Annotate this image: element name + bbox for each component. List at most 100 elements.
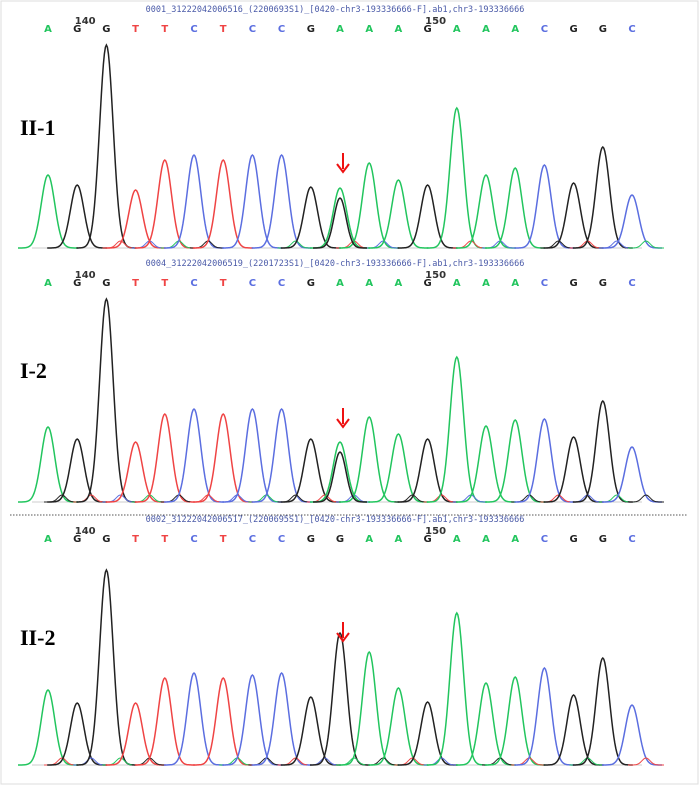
trace-peak — [543, 694, 604, 766]
base-call: G — [569, 24, 577, 35]
trace-peak — [514, 666, 575, 766]
trace-peak — [514, 417, 575, 503]
base-call: T — [161, 24, 168, 35]
base-call: G — [599, 24, 607, 35]
base-call: A — [336, 24, 344, 35]
trace-peak — [47, 438, 108, 503]
trace-peak — [18, 174, 78, 249]
position-tick: 150 — [425, 526, 446, 537]
trace-peak — [602, 446, 662, 503]
trace-peak — [18, 426, 78, 503]
noise-peak — [336, 757, 372, 766]
base-call: A — [511, 534, 519, 545]
trace-peak — [339, 415, 400, 503]
trace-peak — [105, 702, 166, 766]
position-tick: 150 — [425, 270, 446, 281]
trace-peak — [572, 656, 633, 766]
trace-peak — [280, 438, 341, 503]
trace-peak — [280, 186, 341, 249]
trace-peak — [572, 145, 633, 249]
base-call: A — [482, 24, 490, 35]
position-tick: 150 — [425, 16, 446, 27]
trace-peak — [543, 436, 604, 503]
base-call: G — [73, 24, 81, 35]
trace-peak — [426, 106, 487, 249]
base-call: C — [541, 24, 548, 35]
trace-peak — [47, 184, 108, 249]
base-call: T — [220, 24, 227, 35]
sample-label: I-2 — [20, 358, 47, 383]
base-call: T — [220, 534, 227, 545]
trace-peak — [193, 676, 254, 766]
trace-peak — [251, 153, 312, 249]
base-call: A — [44, 534, 52, 545]
position-tick: 140 — [75, 16, 96, 27]
base-call: C — [541, 534, 548, 545]
trace-peak — [222, 673, 283, 766]
base-call: C — [190, 534, 197, 545]
trace-peak — [426, 355, 487, 503]
base-call: G — [599, 278, 607, 289]
base-call: G — [307, 278, 315, 289]
base-call: A — [395, 24, 403, 35]
base-call: A — [365, 278, 373, 289]
trace-peak — [485, 166, 546, 249]
base-call: A — [44, 24, 52, 35]
trace-peak — [456, 681, 516, 766]
trace-peak — [164, 407, 224, 503]
trace-peak — [397, 184, 458, 249]
position-tick: 140 — [75, 270, 96, 281]
base-call: G — [73, 278, 81, 289]
base-call: A — [365, 534, 373, 545]
noise-peak — [628, 757, 664, 766]
base-call: G — [307, 24, 315, 35]
base-call: G — [423, 534, 431, 545]
trace-peak — [105, 441, 166, 503]
arrow-head — [336, 163, 350, 174]
trace-header: 0001_31222042006516_(2200693S1)_[0420-ch… — [146, 5, 525, 15]
trace-peak — [105, 189, 166, 249]
trace-peak — [572, 399, 633, 503]
base-call: G — [73, 534, 81, 545]
trace-peak — [543, 182, 604, 249]
base-call: G — [102, 534, 110, 545]
base-call: C — [278, 24, 285, 35]
base-call: G — [336, 534, 344, 545]
base-call: T — [161, 278, 168, 289]
base-call: A — [365, 24, 373, 35]
trace-header: 0004_31222042006519_(2201723S1)_[0420-ch… — [146, 259, 525, 269]
trace-peak — [368, 179, 429, 249]
base-call: A — [395, 534, 403, 545]
trace-peak — [310, 631, 370, 766]
base-call: C — [278, 534, 285, 545]
base-call: A — [336, 278, 344, 289]
trace-peak — [456, 174, 516, 249]
trace-header: 0002_31222042006517_(2200695S1)_[0420-ch… — [146, 515, 525, 525]
base-call: T — [220, 278, 227, 289]
base-call: C — [541, 278, 548, 289]
trace-peak — [222, 407, 283, 503]
base-call: T — [132, 534, 139, 545]
base-call: A — [511, 278, 519, 289]
base-call: C — [628, 24, 635, 35]
secondary-peak — [313, 197, 367, 249]
trace-peak — [485, 418, 546, 503]
arrow-head — [336, 632, 350, 643]
arrow-head — [336, 418, 350, 429]
base-call: A — [395, 278, 403, 289]
base-call: C — [249, 278, 256, 289]
base-call: A — [453, 24, 461, 35]
trace-peak — [18, 689, 78, 766]
trace-peak — [134, 158, 195, 249]
trace-peak — [134, 676, 195, 766]
base-call: C — [628, 278, 635, 289]
trace-peak — [456, 425, 516, 503]
trace-peak — [134, 412, 195, 503]
base-call: G — [569, 278, 577, 289]
trace-peak — [251, 407, 312, 503]
trace-peak — [368, 687, 429, 766]
trace-peak — [193, 412, 254, 503]
noise-peak — [628, 240, 664, 249]
